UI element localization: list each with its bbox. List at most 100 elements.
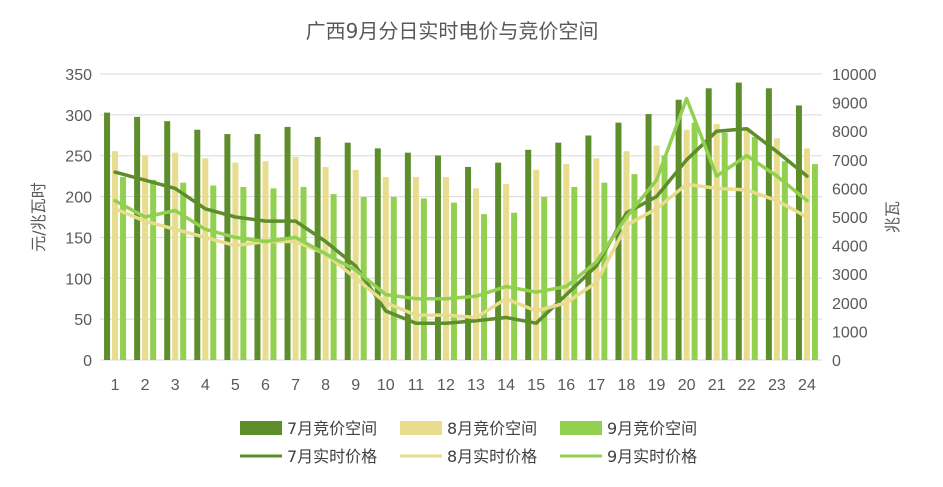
y-right-tick-label: 8000 [832,124,868,141]
y-right-tick-label: 7000 [832,153,868,170]
y-axis-right-label: 兆瓦 [883,201,902,233]
x-tick-label: 5 [231,377,240,394]
bar [344,142,351,360]
legend-item-bar-jul: 7月竞价空间 [240,419,377,438]
y-right-tick-label: 0 [832,353,841,370]
x-tick-label: 22 [738,377,756,394]
bar [172,152,179,360]
y-right-tick-label: 6000 [832,181,868,198]
x-tick-label: 23 [768,377,786,394]
legend-label: 7月实时价格 [287,447,377,466]
bar [112,151,119,360]
bar [713,124,720,360]
bar [765,88,772,361]
x-tick-label: 1 [111,377,120,394]
legend-item-line-sep: 9月实时价格 [560,447,697,466]
x-tick-label: 7 [291,377,300,394]
bar [240,186,247,360]
bar [773,138,780,360]
bar [284,126,291,360]
x-tick-label: 14 [497,377,515,394]
x-tick-label: 20 [678,377,696,394]
x-tick-label: 18 [618,377,636,394]
bar [412,176,419,360]
bar [623,151,630,360]
bar [563,164,570,360]
legend: 7月竞价空间 8月竞价空间 9月竞价空间 7月实时价格 8月实时价格 9月实时价… [240,419,697,466]
legend-label: 9月竞价空间 [607,419,697,438]
bar [120,176,127,360]
y-right-tick-label: 2000 [832,296,868,313]
y-right-tick-label: 4000 [832,239,868,256]
bars [104,82,818,361]
bar [142,155,149,360]
bar [683,129,690,360]
x-tick-label: 16 [557,377,575,394]
y-right-tick-label: 1000 [832,324,868,341]
y-right-tick-label: 3000 [832,267,868,284]
y-left-tick-label: 0 [83,353,92,370]
bar [180,182,187,360]
series-line [113,126,809,325]
bar [420,198,427,360]
x-axis-ticks: 1 2 3 4 5 6 7 8 9 10 11 12 13 14 15 16 17 18 19 20 21 22 23 24 [111,377,816,394]
x-tick-label: 6 [261,377,270,394]
y-left-tick-label: 50 [74,312,92,329]
y-axis-right-ticks: 0 1000 2000 3000 4000 5000 6000 7000 8000 9000 100… [832,67,877,370]
x-tick-label: 13 [467,377,485,394]
bar [150,179,157,360]
y-left-tick-label: 350 [65,67,92,84]
bar [442,176,449,360]
y-left-tick-label: 200 [65,190,92,207]
bar [555,142,562,360]
y-axis-left-ticks: 0 50 100 150 200 250 300 350 [65,67,92,370]
bar [585,135,592,360]
legend-label: 7月竞价空间 [287,419,377,438]
bar [374,148,381,360]
y-right-tick-label: 5000 [832,210,868,227]
bar [781,161,788,360]
bar [465,166,472,360]
bar [795,105,802,361]
bar [525,149,532,360]
chart-title: 广西9月分日实时电价与竞价空间 [306,19,599,43]
bar [705,88,712,361]
x-tick-label: 2 [141,377,150,394]
bar [811,164,818,360]
legend-label: 8月实时价格 [447,447,537,466]
bar [533,169,540,360]
x-tick-label: 3 [171,377,180,394]
bar [495,162,502,360]
bar [653,145,660,360]
legend-item-bar-sep: 9月竞价空间 [560,419,697,438]
y-right-tick-label: 10000 [832,67,877,84]
bar [270,188,277,360]
bar [224,134,231,360]
x-tick-label: 17 [587,377,605,394]
y-left-tick-label: 300 [65,108,92,125]
gridlines [100,73,822,361]
bar [322,166,329,360]
legend-item-line-aug: 8月实时价格 [400,447,537,466]
bar [194,129,201,360]
legend-label: 9月实时价格 [607,447,697,466]
bar [601,182,608,360]
y-axis-left-label: 元/兆瓦时 [29,182,48,251]
bar [675,99,682,361]
bar [164,121,171,360]
bar [481,214,488,360]
x-tick-label: 9 [351,377,360,394]
bar [541,196,548,360]
series-line [113,96,809,301]
bar [571,186,578,360]
watermark-logo-icon [12,459,28,475]
bar [751,136,758,360]
watermark: 大数跨境 [12,458,104,476]
bar [743,128,750,360]
bar [104,112,111,360]
x-tick-label: 15 [527,377,545,394]
bar [661,155,668,360]
x-tick-label: 12 [437,377,455,394]
bar [210,185,217,360]
